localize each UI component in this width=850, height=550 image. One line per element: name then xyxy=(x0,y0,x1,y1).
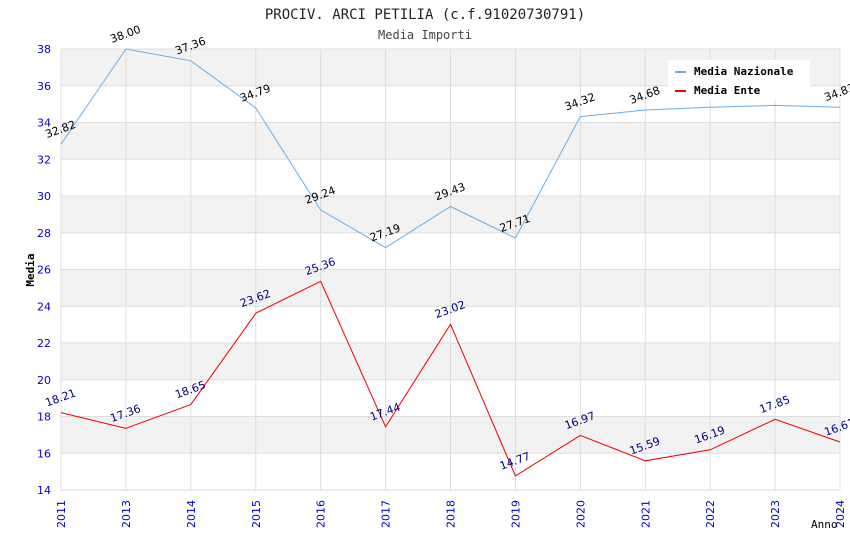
y-axis-ticks: 14 16 18 20 22 24 26 28 30 32 34 36 38 xyxy=(37,43,51,497)
legend-box xyxy=(668,60,810,100)
x-axis-label: Anno xyxy=(811,518,838,531)
y-tick-label: 14 xyxy=(37,484,51,497)
x-tick-label: 2013 xyxy=(120,500,133,528)
y-tick-label: 20 xyxy=(37,374,51,387)
series-line-media-ente xyxy=(60,280,841,477)
y-tick-label: 36 xyxy=(37,80,51,93)
series-lines xyxy=(60,48,841,477)
y-tick-label: 34 xyxy=(37,117,51,130)
x-tick-label: 2015 xyxy=(250,500,263,528)
legend-label-media-ente: Media Ente xyxy=(694,84,761,97)
x-tick-label: 2011 xyxy=(55,500,68,528)
y-tick-label: 18 xyxy=(37,411,51,424)
x-tick-label: 2024 xyxy=(834,500,847,528)
x-tick-label: 2018 xyxy=(445,500,458,528)
x-tick-label: 2021 xyxy=(639,500,652,528)
y-tick-label: 32 xyxy=(37,153,51,166)
x-axis-ticks: 2011 2013 2014 2015 2016 2017 2018 2019 2020 2021… xyxy=(55,500,847,528)
y-tick-label: 16 xyxy=(37,447,51,460)
y-tick-label: 26 xyxy=(37,264,51,277)
legend: Media Nazionale Media Ente xyxy=(668,60,810,100)
x-tick-label: 2022 xyxy=(704,500,717,528)
x-tick-label: 2017 xyxy=(380,500,393,528)
y-tick-label: 24 xyxy=(37,300,51,313)
data-label: 38.00 xyxy=(108,23,142,46)
chart-subtitle: Media Importi xyxy=(378,28,472,42)
y-tick-label: 22 xyxy=(37,337,51,350)
x-tick-label: 2023 xyxy=(769,500,782,528)
x-tick-label: 2014 xyxy=(185,500,198,528)
y-tick-label: 28 xyxy=(37,227,51,240)
y-axis-label: Media xyxy=(24,253,37,286)
x-tick-label: 2016 xyxy=(315,500,328,528)
y-tick-label: 38 xyxy=(37,43,51,56)
chart-title: PROCIV. ARCI PETILIA (c.f.91020730791) xyxy=(265,7,585,23)
series-line-media-nazionale xyxy=(60,48,841,249)
x-tick-label: 2020 xyxy=(574,500,587,528)
legend-label-media-nazionale: Media Nazionale xyxy=(694,65,794,78)
y-tick-label: 30 xyxy=(37,190,51,203)
x-tick-label: 2019 xyxy=(509,500,522,528)
gridlines xyxy=(60,48,841,491)
